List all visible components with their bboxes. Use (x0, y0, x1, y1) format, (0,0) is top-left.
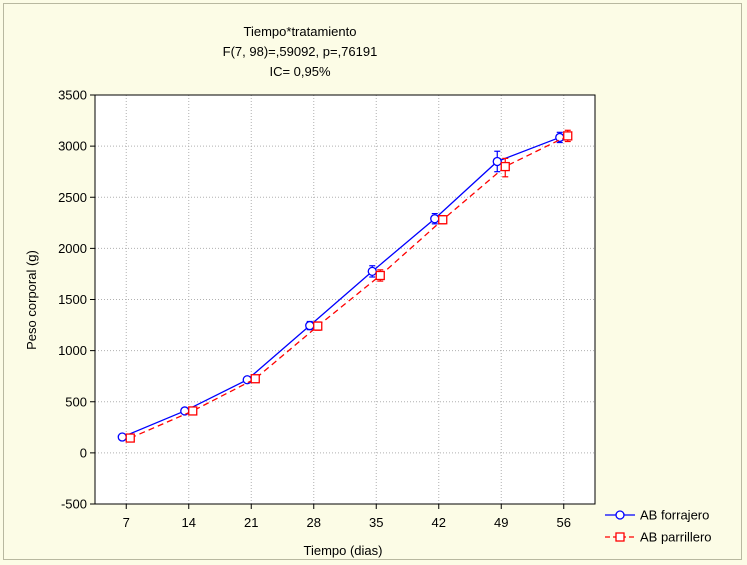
legend-series-parrillero-label: AB parrillero (640, 530, 712, 545)
y-tick-label: 3500 (58, 88, 87, 103)
y-tick-label: 2000 (58, 241, 87, 256)
series-forrajero-point (117, 432, 127, 442)
series-forrajero-point (367, 266, 377, 277)
series-parrillero-point (375, 270, 385, 281)
series-parrillero-point (563, 131, 573, 141)
legend: AB forrajero AB parrillero (605, 508, 712, 545)
x-axis-label: Tiempo (dias) (304, 543, 383, 558)
x-tick-label: 56 (557, 515, 571, 530)
y-tick-label: 3000 (58, 139, 87, 154)
x-tick-label: 28 (307, 515, 321, 530)
y-tick-label: 2500 (58, 190, 87, 205)
chart-frame (3, 3, 742, 560)
chart-title-line-3: IC= 0,95% (269, 64, 331, 79)
chart-title-line-2: F(7, 98)=,59092, p=,76191 (223, 44, 378, 59)
series-parrillero-point (250, 374, 260, 384)
x-tick-label: 35 (369, 515, 383, 530)
series-forrajero-point (555, 132, 565, 143)
x-tick-label: 21 (244, 515, 258, 530)
legend-series-forrajero-label: AB forrajero (640, 508, 709, 523)
series-parrillero-point (500, 161, 510, 172)
series-parrillero-point (125, 433, 135, 443)
x-tick-label: 49 (494, 515, 508, 530)
chart-title-line-1: Tiempo*tratamiento (244, 24, 357, 39)
legend-series-forrajero-marker (615, 510, 625, 520)
series-forrajero-point (305, 320, 315, 331)
x-tick-label: 14 (182, 515, 196, 530)
y-tick-label: 1500 (58, 292, 87, 307)
x-tick-label: 7 (123, 515, 130, 530)
plot-area: -500 0 500 1000 1500 2000 2500 3000 3500 7 14 21 28 3… (58, 88, 596, 530)
y-axis-label: Peso corporal (g) (24, 250, 39, 350)
series-parrillero-point (438, 215, 448, 225)
y-tick-label: -500 (61, 497, 87, 512)
series-forrajero-point (492, 156, 502, 167)
y-tick-label: 500 (65, 394, 87, 409)
y-tick-label: 0 (80, 445, 87, 460)
series-parrillero-line (129, 135, 569, 439)
x-tick-label: 42 (432, 515, 446, 530)
series-forrajero-point (242, 375, 252, 385)
series-parrillero-point (188, 406, 198, 416)
series-parrillero-point (313, 321, 323, 331)
y-tick-label: 1000 (58, 343, 87, 358)
legend-series-parrillero-marker (615, 532, 625, 542)
series-forrajero-line (121, 136, 560, 438)
series-forrajero-point (430, 214, 440, 224)
plot-border (94, 94, 596, 505)
